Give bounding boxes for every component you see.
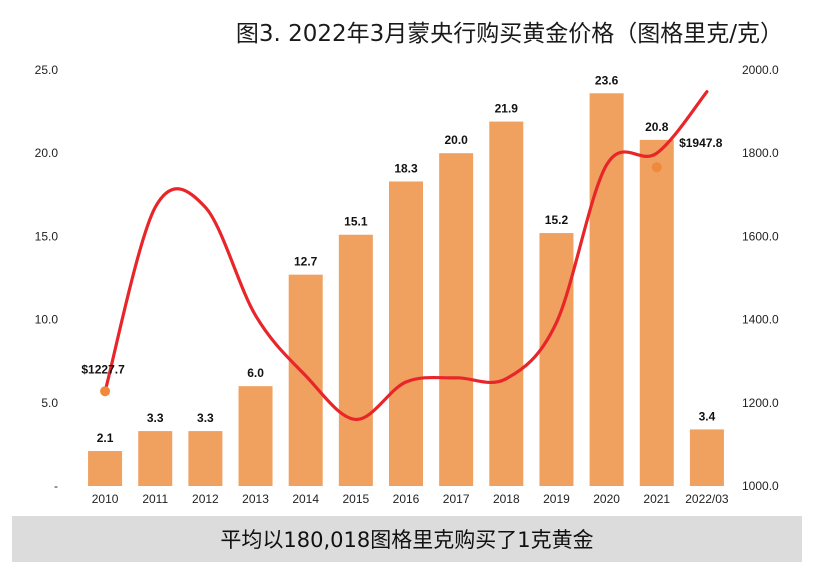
y-right-tick-label: 1800.0 (742, 146, 779, 160)
bar-label-bg (337, 213, 374, 230)
bar-value-label: 18.3 (394, 161, 418, 175)
bar-label-bg (692, 408, 722, 425)
bar-label-bg (241, 365, 271, 382)
x-tick-label: 2021 (643, 492, 670, 506)
bar-label-bg (538, 212, 575, 229)
footer-banner: 平均以180,018图格里克购买了1克黄金 (12, 516, 802, 562)
bar-value-label: 12.7 (294, 255, 318, 269)
y-right-tick-label: 2000.0 (742, 63, 779, 77)
bar (439, 153, 474, 486)
bar (689, 429, 724, 486)
bar (188, 431, 223, 486)
bar-value-label: 2.1 (97, 431, 114, 445)
bar-value-label: 20.0 (444, 133, 468, 147)
bar (589, 93, 624, 487)
bar-value-label: 15.1 (344, 215, 368, 229)
line-point-marker (651, 162, 662, 173)
bar (489, 121, 524, 487)
bar-value-label: 23.6 (595, 73, 619, 87)
bar-label-bg (90, 430, 120, 447)
bar-value-label: 3.3 (147, 411, 164, 425)
bar-label-bg (388, 160, 424, 177)
bar-label-bg (488, 100, 525, 117)
bar-value-label: 15.2 (545, 213, 569, 227)
bar (389, 181, 423, 486)
bar-label-bg (588, 72, 625, 89)
x-tick-label: 2014 (292, 492, 319, 506)
bar-label-bg (190, 410, 220, 427)
x-tick-label: 2013 (242, 492, 269, 506)
bar-value-label: 3.3 (197, 411, 214, 425)
bar (288, 274, 323, 486)
price-line (103, 90, 709, 422)
x-tick-label: 2016 (393, 492, 420, 506)
chart-area: - 5.0 10.0 15.0 20.0 25.0 1000.0 1200.0 1400.0 16… (35, 63, 779, 506)
bar-value-label: 21.9 (495, 102, 519, 116)
bar (338, 234, 373, 486)
x-tick-label: 2015 (342, 492, 369, 506)
bar-value-label: 3.4 (699, 409, 716, 423)
x-tick-label: 2017 (443, 492, 470, 506)
y-right-tick-label: 1400.0 (742, 313, 779, 327)
bar (639, 139, 674, 486)
x-tick-label: 2020 (593, 492, 620, 506)
bar (88, 451, 123, 486)
y-right-tick-label: 1200.0 (742, 396, 779, 410)
y-left-tick-label: 25.0 (35, 63, 59, 77)
bar-label-bg (140, 410, 170, 427)
bar-label-bg (438, 132, 475, 149)
footer-text: 平均以180,018图格里克购买了1克黄金 (220, 528, 594, 552)
chart-title: 图3. 2022年3月蒙央行购买黄金价格（图格里克/克） (235, 21, 783, 47)
line-point-marker (100, 386, 111, 397)
y-right-tick-label: 1600.0 (742, 229, 779, 243)
bar-value-label: 6.0 (247, 366, 264, 380)
x-tick-label: 2018 (493, 492, 520, 506)
y-left-tick-label: 20.0 (35, 146, 59, 160)
bar-value-label: 20.8 (645, 120, 669, 134)
line-point-label: $1947.8 (679, 136, 723, 150)
bar-label-bg (638, 118, 675, 135)
bar-label-bg (287, 253, 324, 270)
x-tick-label: 2012 (192, 492, 219, 506)
bar (539, 233, 574, 486)
y-left-tick-label: 5.0 (41, 396, 58, 410)
x-tick-label: 2010 (92, 492, 119, 506)
x-tick-label: 2011 (142, 492, 168, 506)
bar (238, 386, 273, 486)
x-tick-label: 2022/03 (685, 492, 729, 506)
y-left-tick-label: 10.0 (35, 313, 59, 327)
y-left-tick-label: - (54, 479, 58, 493)
line-point-label: $1227.7 (81, 362, 125, 376)
y-right-tick-label: 1000.0 (742, 479, 779, 493)
x-tick-label: 2019 (543, 492, 570, 506)
bar (138, 431, 173, 486)
y-left-tick-label: 15.0 (35, 229, 59, 243)
